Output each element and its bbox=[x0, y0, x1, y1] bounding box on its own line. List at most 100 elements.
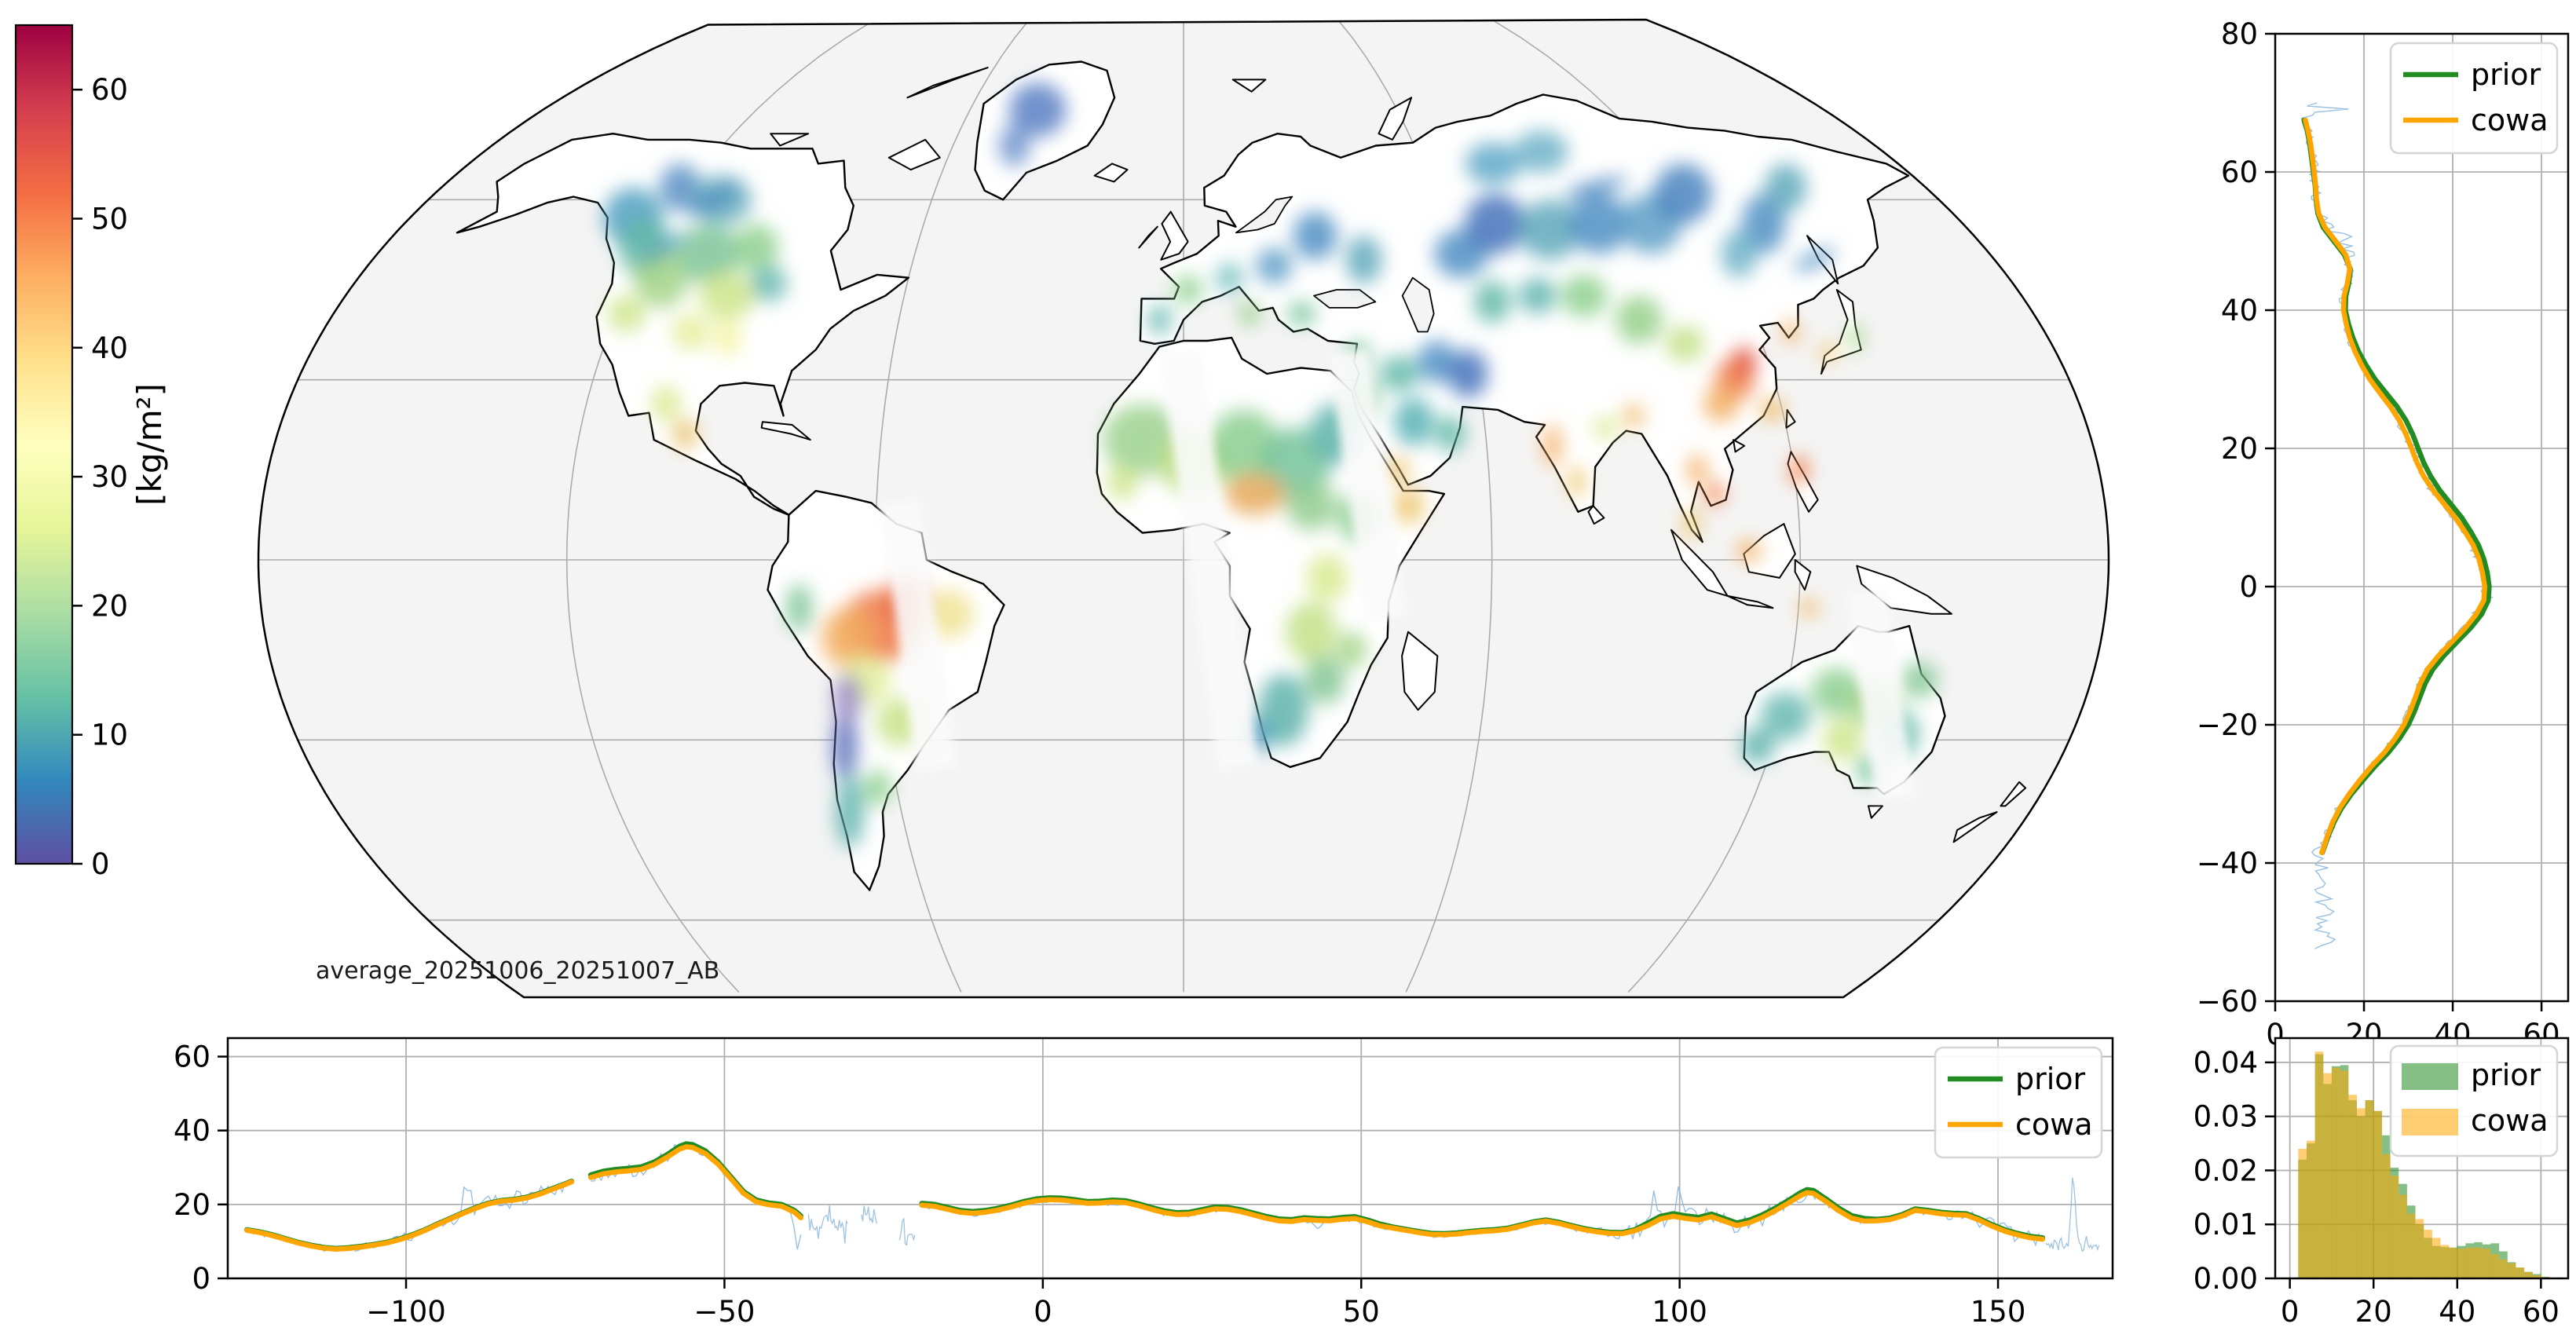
x-tick-label: 40 bbox=[2439, 1295, 2475, 1329]
data-blob bbox=[1215, 262, 1243, 293]
hist-bar bbox=[2381, 1154, 2391, 1278]
y-tick-label: 40 bbox=[174, 1114, 210, 1148]
gap-stripe bbox=[1328, 348, 1407, 622]
data-blob bbox=[1513, 130, 1568, 173]
legend-label-cowa: cowa bbox=[2471, 103, 2549, 137]
y-tick-label: 0.01 bbox=[2194, 1208, 2258, 1241]
island-java bbox=[1726, 594, 1774, 609]
data-blob bbox=[1789, 455, 1809, 485]
noise-gap-line bbox=[898, 1217, 916, 1246]
data-blob bbox=[1286, 481, 1337, 530]
data-blob bbox=[1304, 656, 1345, 704]
island-borneo bbox=[1743, 523, 1796, 579]
y-tick-label: 0.00 bbox=[2194, 1262, 2258, 1296]
data-blob bbox=[1393, 488, 1425, 525]
cowa-line bbox=[2303, 117, 2488, 856]
island-sri-lanka bbox=[1587, 505, 1605, 525]
data-streak bbox=[1564, 176, 1628, 199]
data-blob bbox=[1567, 466, 1586, 497]
hist-bar bbox=[2415, 1219, 2424, 1278]
colorbar-tick-label: 60 bbox=[91, 73, 128, 107]
data-blob bbox=[1379, 356, 1419, 392]
data-blob bbox=[1256, 247, 1293, 284]
island-tasmania bbox=[1868, 805, 1883, 819]
data-blob bbox=[1740, 728, 1775, 764]
data-blob bbox=[1307, 554, 1348, 602]
axes-frame bbox=[226, 1037, 2114, 1280]
y-tick-label: 80 bbox=[2221, 17, 2258, 51]
data-blob bbox=[1849, 323, 1864, 353]
hist-bar bbox=[2331, 1067, 2340, 1278]
data-blob bbox=[1519, 199, 1581, 260]
hist-bar bbox=[2298, 1149, 2307, 1278]
data-blob bbox=[659, 163, 701, 212]
colorbar-gradient bbox=[14, 24, 74, 865]
hist-bar bbox=[2399, 1194, 2407, 1278]
island-cuba bbox=[760, 421, 811, 441]
island-uk bbox=[1160, 210, 1189, 261]
data-blob bbox=[1653, 163, 1712, 224]
y-tick-label: −60 bbox=[2197, 985, 2258, 1018]
y-tick-label: 20 bbox=[2221, 432, 2258, 466]
data-blob bbox=[1818, 343, 1839, 362]
data-blob bbox=[1706, 481, 1725, 506]
colorbar-tick-label: 10 bbox=[91, 719, 128, 752]
data-blob bbox=[651, 386, 681, 422]
island-new-guinea bbox=[1856, 565, 1952, 615]
data-blob bbox=[832, 710, 858, 782]
hist-bar bbox=[2340, 1070, 2349, 1278]
data-blob bbox=[677, 223, 741, 284]
axes-frame bbox=[2274, 32, 2570, 1003]
hist-bar bbox=[2323, 1073, 2332, 1278]
noise-gap-line bbox=[807, 1205, 848, 1244]
data-blob bbox=[1286, 602, 1337, 662]
hist-bar bbox=[2524, 1271, 2533, 1278]
legend-label-cowa: cowa bbox=[2471, 1103, 2549, 1138]
island-taiwan bbox=[1785, 408, 1796, 429]
hist-bar bbox=[2482, 1249, 2491, 1278]
hist-bar bbox=[2474, 1247, 2483, 1278]
plot-background bbox=[228, 1038, 2113, 1278]
hist-bar bbox=[2499, 1259, 2508, 1278]
lon-profile-panel: −100 −50 0 50 100 150 0 20 40 60 prior cowa bbox=[174, 1037, 2114, 1329]
map-panel bbox=[257, 18, 2110, 999]
data-streak bbox=[639, 232, 686, 263]
data-streak bbox=[689, 181, 738, 218]
data-blob bbox=[1682, 509, 1701, 539]
x-tick-label: 50 bbox=[1343, 1295, 1380, 1329]
data-blob bbox=[1336, 631, 1367, 668]
island-ireland bbox=[1138, 225, 1158, 249]
hist-bar bbox=[2365, 1100, 2374, 1278]
island-new-zealand-n bbox=[2000, 781, 2027, 807]
hist-bar bbox=[2490, 1254, 2500, 1278]
x-tick-label: 100 bbox=[1652, 1295, 1707, 1329]
data-blob bbox=[1782, 320, 1800, 344]
y-tick-label: 0 bbox=[192, 1262, 210, 1296]
data-blob bbox=[1561, 274, 1608, 317]
x-tick-label: 20 bbox=[2355, 1295, 2392, 1329]
island-sulawesi bbox=[1794, 559, 1812, 591]
data-blob bbox=[1107, 463, 1138, 500]
cowa-line bbox=[244, 1144, 2046, 1252]
x-tick-label: 60 bbox=[2523, 1295, 2560, 1329]
hist-bar bbox=[2348, 1095, 2357, 1278]
data-blob bbox=[1703, 386, 1739, 422]
colorbar-tick-label: 40 bbox=[91, 331, 128, 365]
data-blob bbox=[1448, 349, 1488, 398]
data-blob bbox=[1761, 692, 1811, 740]
data-blob bbox=[1473, 280, 1511, 324]
data-blob bbox=[1798, 598, 1820, 617]
data-blob bbox=[1435, 415, 1465, 452]
hist-bar bbox=[2449, 1247, 2457, 1278]
data-blob bbox=[862, 770, 892, 806]
axes-frame bbox=[2274, 1037, 2570, 1280]
data-blob bbox=[1465, 193, 1526, 254]
hist-bar bbox=[2465, 1247, 2475, 1278]
island-madagascar bbox=[1401, 631, 1439, 711]
data-blob bbox=[1293, 211, 1337, 260]
island-svalbard bbox=[1231, 79, 1267, 93]
y-tick-label: 40 bbox=[2221, 294, 2258, 327]
legend-label-prior: prior bbox=[2471, 57, 2541, 92]
legend-label-prior: prior bbox=[2471, 1058, 2541, 1092]
cowa-bars bbox=[2298, 1051, 2558, 1278]
